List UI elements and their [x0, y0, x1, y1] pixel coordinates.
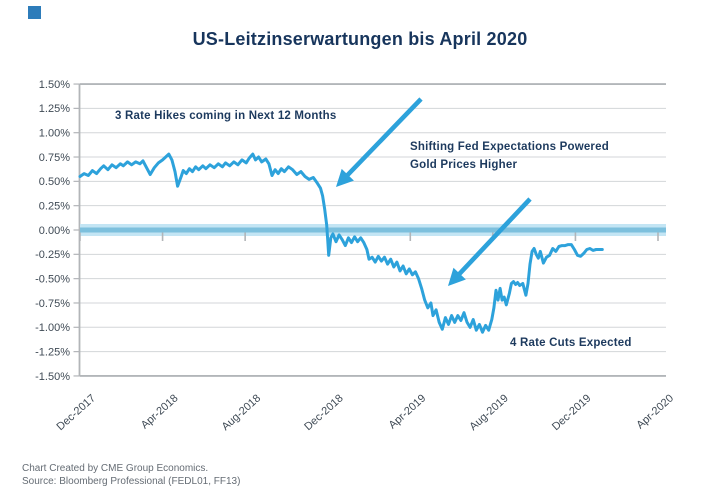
rate-expectations-line	[78, 152, 604, 334]
annotation-arrow-shaft	[455, 197, 532, 278]
y-tick-label: 0.00%	[39, 225, 70, 237]
y-tick-label: -1.00%	[35, 322, 70, 334]
annotation-shifting-fed-line2: Gold Prices Higher	[410, 159, 518, 171]
y-tick-label: -1.50%	[35, 371, 70, 383]
annotation-arrow-shaft	[344, 97, 423, 179]
annotation-shifting-fed-line1: Shifting Fed Expectations Powered	[410, 141, 609, 153]
x-tick-label: Aug-2019	[467, 392, 510, 433]
x-tick-label: Aug-2018	[220, 392, 263, 433]
y-tick-label: -0.50%	[35, 273, 70, 285]
x-tick-label: Dec-2017	[55, 392, 98, 433]
annotation-arrow-head	[448, 267, 466, 286]
y-tick-label: -0.25%	[35, 249, 70, 261]
y-tick-label: 1.00%	[39, 128, 70, 140]
y-tick-label: 1.50%	[39, 79, 70, 91]
y-tick-label: 0.75%	[39, 152, 70, 164]
y-tick-label: 1.25%	[39, 103, 70, 115]
x-tick-label: Apr-2019	[387, 392, 429, 431]
x-tick-label: Apr-2018	[139, 392, 181, 431]
footer-source: Source: Bloomberg Professional (FEDL01, …	[22, 476, 241, 487]
zero-band-core	[80, 227, 666, 233]
annotation-shifting-fed: Shifting Fed Expectations Powered Gold P…	[410, 138, 609, 174]
y-tick-label: 0.25%	[39, 200, 70, 212]
x-tick-label: Dec-2018	[302, 392, 345, 433]
annotation-rate-cuts: 4 Rate Cuts Expected	[510, 337, 632, 349]
annotation-arrow-head	[336, 168, 354, 187]
footer-credit: Chart Created by CME Group Economics.	[22, 463, 209, 474]
annotation-rate-hikes: 3 Rate Hikes coming in Next 12 Months	[115, 110, 337, 122]
brand-square-icon	[28, 6, 41, 19]
x-tick-label: Apr-2020	[634, 392, 676, 431]
y-tick-label: 0.50%	[39, 176, 70, 188]
y-tick-label: -0.75%	[35, 298, 70, 310]
chart-footer: Chart Created by CME Group Economics. So…	[22, 462, 240, 488]
chart-title: US-Leitzinserwartungen bis April 2020	[192, 29, 528, 49]
x-tick-label: Dec-2019	[550, 392, 593, 433]
y-tick-label: -1.25%	[35, 346, 70, 358]
